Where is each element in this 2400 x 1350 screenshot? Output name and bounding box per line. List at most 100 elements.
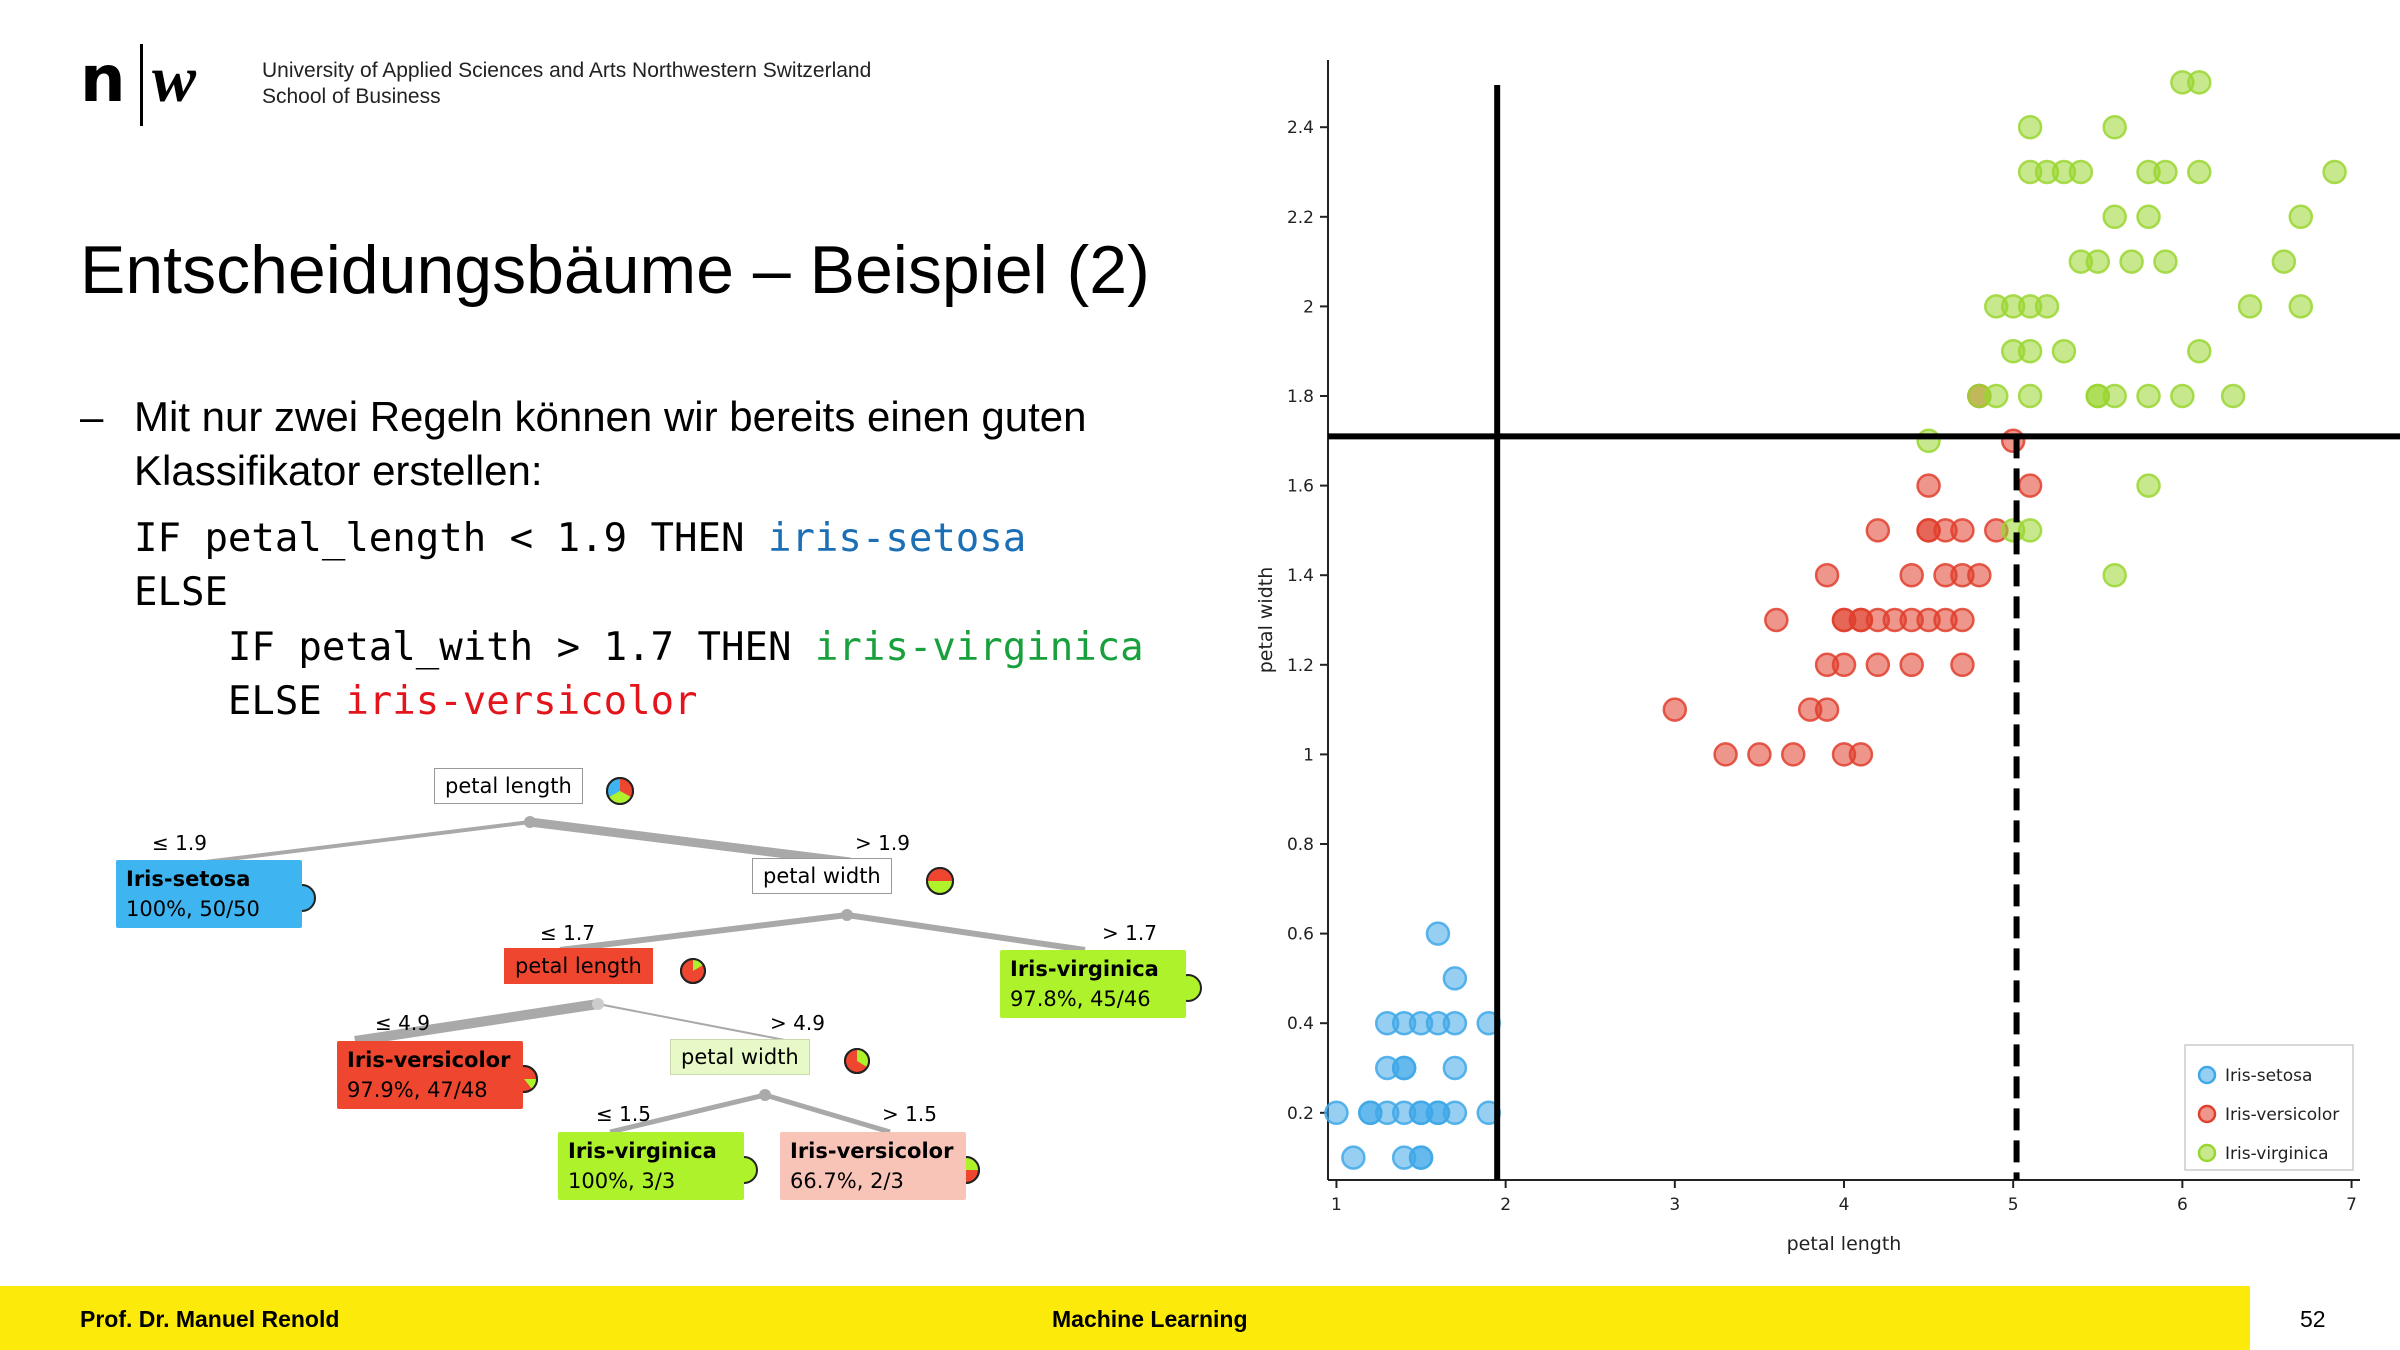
leaf-virginica2-stats: 100%, 3/3 [568, 1169, 676, 1193]
rule-line-4: ELSE iris-versicolor [134, 675, 698, 729]
edge-label-gt-1-7: > 1.7 [1102, 921, 1157, 945]
data-point-iris-versicolor [1848, 742, 1874, 767]
data-point-iris-virginica [1984, 383, 2009, 409]
node-petal-width: petal width [752, 858, 892, 894]
data-point-iris-setosa [1391, 1010, 1417, 1036]
edge-pw2-versicolor [764, 1092, 891, 1135]
institution-name: University of Applied Sciences and Arts … [262, 58, 871, 110]
decision-lines-layer [1328, 85, 2400, 1180]
decision-tree: petal length petal width petal length pe… [100, 760, 1220, 1230]
rule-line-2: ELSE [134, 566, 228, 620]
data-point-iris-versicolor [1865, 518, 1891, 543]
data-point-iris-setosa [1425, 1100, 1451, 1126]
data-point-iris-versicolor [1916, 473, 1941, 498]
data-point-iris-versicolor [1950, 518, 1975, 543]
page-number: 52 [2300, 1306, 2326, 1332]
data-point-iris-versicolor [1747, 742, 1772, 767]
x-tick-label: 2 [1500, 1195, 1511, 1215]
data-point-iris-versicolor [1764, 607, 1789, 633]
data-point-iris-virginica [2085, 249, 2111, 274]
data-point-iris-virginica [2153, 159, 2178, 185]
legend-label: Iris-virginica [2225, 1144, 2329, 1164]
data-point-iris-virginica [2136, 204, 2161, 230]
leaf-virginica2-name: Iris-virginica [568, 1139, 717, 1163]
edge-root-petal-width [529, 817, 851, 867]
data-point-iris-virginica [2187, 159, 2212, 185]
data-point-iris-versicolor [1713, 742, 1738, 767]
legend-marker [2197, 1143, 2217, 1163]
x-tick-label: 6 [2177, 1195, 2188, 1215]
data-point-iris-setosa [1442, 1055, 1468, 1081]
x-tick-label: 1 [1331, 1195, 1342, 1215]
y-tick-label: 1.8 [1287, 387, 1314, 407]
legend-marker [2197, 1104, 2217, 1124]
logo-divider [140, 44, 143, 126]
data-point-iris-virginica [2017, 338, 2043, 364]
legend-label: Iris-setosa [2225, 1066, 2312, 1086]
y-tick-label: 1 [1303, 745, 1314, 765]
footer-bar: Prof. Dr. Manuel Renold Machine Learning [0, 1286, 2250, 1350]
edge-pw-virginica [846, 912, 1086, 953]
data-point-iris-versicolor [1780, 742, 1806, 767]
bullet-dash: – [80, 393, 104, 440]
pw-joint [841, 909, 853, 921]
leaf-virginica1-stats: 97.8%, 45/46 [1010, 987, 1151, 1011]
leaf-versicolor1-name: Iris-versicolor [347, 1048, 511, 1072]
edge-pw-pl [559, 912, 848, 953]
x-tick-label: 7 [2346, 1195, 2357, 1215]
data-point-iris-versicolor [1916, 518, 1941, 543]
fhnw-logo: n w [80, 40, 230, 130]
data-point-iris-versicolor [1899, 652, 1924, 678]
node-root-petal-length: petal length [434, 768, 583, 804]
data-point-iris-versicolor [1814, 697, 1840, 722]
data-point-iris-setosa [1324, 1100, 1349, 1126]
data-point-iris-virginica [1916, 428, 1941, 454]
data-point-iris-versicolor [2000, 428, 2026, 454]
data-point-iris-virginica [2237, 294, 2263, 319]
institution-line-1: University of Applied Sciences and Arts … [262, 59, 872, 82]
rule-3-condition: IF petal_with > 1.7 THEN [134, 625, 815, 670]
data-point-iris-setosa [1358, 1100, 1383, 1126]
y-axis-label: petal width [1255, 567, 1277, 674]
data-point-iris-versicolor [1865, 652, 1891, 678]
logo-letter-n: n [80, 43, 126, 117]
y-tick-label: 0.4 [1287, 1014, 1314, 1034]
institution-line-2: School of Business [262, 85, 441, 108]
pw2-pie-icon [844, 1048, 870, 1074]
data-point-iris-virginica [2068, 159, 2094, 185]
data-point-iris-virginica [2136, 383, 2161, 409]
data-point-iris-setosa [1408, 1145, 1434, 1170]
data-point-iris-versicolor [2017, 473, 2043, 498]
x-tick-label: 3 [1669, 1195, 1680, 1215]
leaf-versicolor2-stats: 66.7%, 2/3 [790, 1169, 904, 1193]
pl2-joint [592, 998, 604, 1010]
data-point-iris-virginica [2187, 70, 2212, 95]
rule-4-else: ELSE [134, 679, 346, 724]
edge-label-le-1-9: ≤ 1.9 [152, 831, 207, 855]
bullet-text: Mit nur zwei Regeln können wir bereits e… [134, 390, 1234, 498]
tree-edges [204, 777, 1202, 1184]
slide-title: Entscheidungsbäume – Beispiel (2) [80, 232, 1150, 308]
data-point-iris-setosa [1425, 921, 1451, 946]
data-point-iris-virginica [2136, 473, 2161, 498]
data-point-iris-versicolor [1814, 562, 1840, 588]
data-point-iris-versicolor [1848, 607, 1874, 633]
data-point-iris-setosa [1442, 1010, 1468, 1036]
data-point-iris-virginica [2322, 159, 2347, 185]
leaf-iris-versicolor-1: Iris-versicolor 97.9%, 47/48 [337, 1041, 523, 1109]
y-tick-label: 1.4 [1287, 566, 1314, 586]
bullet-line-2: Klassifikator erstellen: [134, 447, 543, 494]
data-point-iris-virginica [2288, 204, 2314, 230]
data-point-iris-virginica [2119, 249, 2144, 274]
y-tick-label: 2.2 [1287, 208, 1314, 228]
data-point-iris-versicolor [1950, 652, 1975, 678]
data-point-iris-versicolor [1967, 562, 1992, 588]
x-tick-label: 5 [2008, 1195, 2019, 1215]
footer-course: Machine Learning [1052, 1306, 1248, 1332]
node-petal-width-2: petal width [670, 1039, 810, 1075]
pw-pie-icon [926, 867, 954, 895]
data-point-iris-virginica [2220, 383, 2246, 409]
edge-label-gt-1-5: > 1.5 [882, 1102, 937, 1126]
data-point-iris-setosa [1391, 1055, 1417, 1081]
data-point-iris-virginica [2051, 338, 2077, 364]
